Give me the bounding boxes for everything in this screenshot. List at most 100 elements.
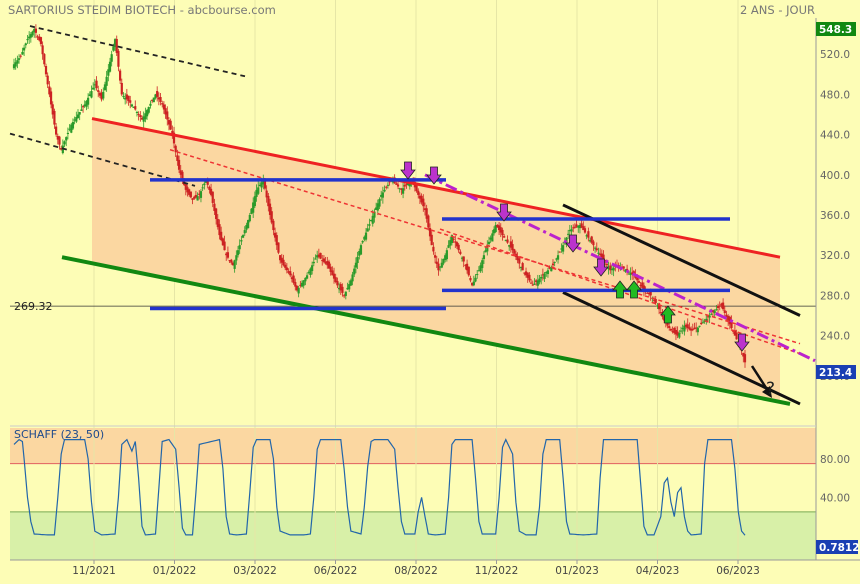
candle-body bbox=[585, 235, 588, 237]
x-tick-label: 11/2022 bbox=[475, 565, 519, 577]
indicator-value-label: 0.7812 bbox=[819, 542, 860, 554]
candle-body bbox=[459, 251, 462, 254]
candle-body bbox=[236, 250, 240, 256]
candle-body bbox=[354, 262, 358, 268]
candle-body bbox=[191, 198, 194, 200]
candle-body bbox=[657, 303, 661, 310]
candle-body bbox=[95, 80, 98, 89]
candle-body bbox=[375, 207, 378, 210]
candle-body bbox=[332, 273, 336, 279]
down-arrow-icon bbox=[593, 258, 609, 277]
candle-body bbox=[329, 266, 332, 272]
candle-body bbox=[127, 95, 130, 102]
candle-body bbox=[201, 187, 204, 189]
candle-body bbox=[132, 106, 135, 108]
candle-body bbox=[188, 189, 191, 195]
indicator-tick-label: 40.00 bbox=[820, 492, 850, 504]
candle-body bbox=[497, 225, 501, 231]
candle-body bbox=[238, 245, 241, 250]
candle-body bbox=[341, 286, 344, 293]
candle-body bbox=[55, 126, 58, 135]
candle-body bbox=[681, 328, 684, 330]
candle-body bbox=[556, 255, 560, 260]
candle-body bbox=[743, 354, 747, 363]
candle-body bbox=[439, 266, 442, 268]
candle-body bbox=[373, 211, 376, 218]
candle-body bbox=[125, 94, 128, 100]
x-tick-label: 06/2022 bbox=[314, 565, 358, 577]
candle-body bbox=[386, 184, 390, 186]
candle-body bbox=[573, 226, 576, 228]
candle-body bbox=[588, 240, 592, 242]
candle-body bbox=[337, 287, 341, 290]
candle-body bbox=[260, 182, 263, 188]
candle-body bbox=[65, 137, 68, 141]
candle-body bbox=[690, 328, 693, 331]
candle-body bbox=[31, 31, 34, 36]
candle-body bbox=[652, 299, 656, 301]
candle-body bbox=[583, 228, 587, 233]
candle-body bbox=[529, 282, 533, 284]
candle-body bbox=[735, 332, 738, 340]
channel-area bbox=[10, 118, 816, 402]
candle-body bbox=[363, 236, 366, 240]
candle-body bbox=[216, 219, 219, 228]
candle-body bbox=[405, 183, 408, 185]
candle-body bbox=[437, 263, 440, 271]
candle-body bbox=[21, 51, 24, 55]
indicator-title: SCHAFF (23, 50) bbox=[14, 428, 104, 441]
candle-body bbox=[624, 269, 627, 272]
candle-body bbox=[166, 111, 169, 120]
candle-body bbox=[432, 246, 435, 252]
candle-body bbox=[546, 270, 550, 275]
candle-body bbox=[548, 267, 551, 269]
candle-body bbox=[528, 274, 531, 281]
candle-body bbox=[538, 278, 541, 283]
candle-body bbox=[105, 76, 108, 86]
candle-body bbox=[593, 247, 597, 249]
candle-body bbox=[46, 75, 49, 85]
candle-body bbox=[550, 266, 553, 272]
candle-body bbox=[255, 189, 258, 197]
candle-body bbox=[479, 265, 482, 272]
candle-body bbox=[447, 245, 450, 248]
candle-body bbox=[349, 280, 352, 286]
candle-body bbox=[184, 184, 187, 190]
chart-title: SARTORIUS STEDIM BIOTECH - abcbourse.com bbox=[8, 3, 276, 17]
candle-body bbox=[300, 282, 304, 287]
candle-body bbox=[75, 117, 78, 122]
candle-body bbox=[164, 108, 167, 115]
candle-body bbox=[135, 111, 139, 113]
candle-body bbox=[610, 269, 614, 271]
candle-body bbox=[60, 148, 63, 150]
candle-body bbox=[268, 203, 272, 215]
candle-body bbox=[44, 65, 48, 75]
candle-body bbox=[716, 306, 720, 308]
candle-body bbox=[415, 184, 418, 192]
candle-body bbox=[119, 70, 122, 81]
candle-body bbox=[213, 203, 216, 211]
x-tick-label: 06/2023 bbox=[716, 565, 760, 577]
candle-body bbox=[705, 318, 708, 322]
candle-body bbox=[376, 203, 379, 211]
candle-body bbox=[326, 261, 329, 266]
candle-body bbox=[607, 267, 610, 270]
candle-body bbox=[597, 252, 600, 254]
period-label: 2 ANS - JOUR bbox=[740, 3, 815, 17]
candle-body bbox=[545, 271, 548, 274]
candle-body bbox=[179, 170, 182, 175]
candle-body bbox=[465, 263, 469, 271]
candle-body bbox=[656, 305, 659, 307]
down-arrow-icon bbox=[426, 166, 442, 185]
candle-body bbox=[524, 271, 528, 276]
candle-body bbox=[469, 277, 472, 281]
candle-body bbox=[516, 256, 519, 261]
dashdot-trend-line bbox=[424, 173, 816, 363]
candle-body bbox=[267, 195, 270, 207]
candle-body bbox=[649, 291, 652, 296]
candle-body bbox=[100, 92, 103, 100]
candle-body bbox=[486, 245, 489, 252]
candle-body bbox=[460, 257, 464, 259]
candle-body bbox=[381, 192, 384, 198]
